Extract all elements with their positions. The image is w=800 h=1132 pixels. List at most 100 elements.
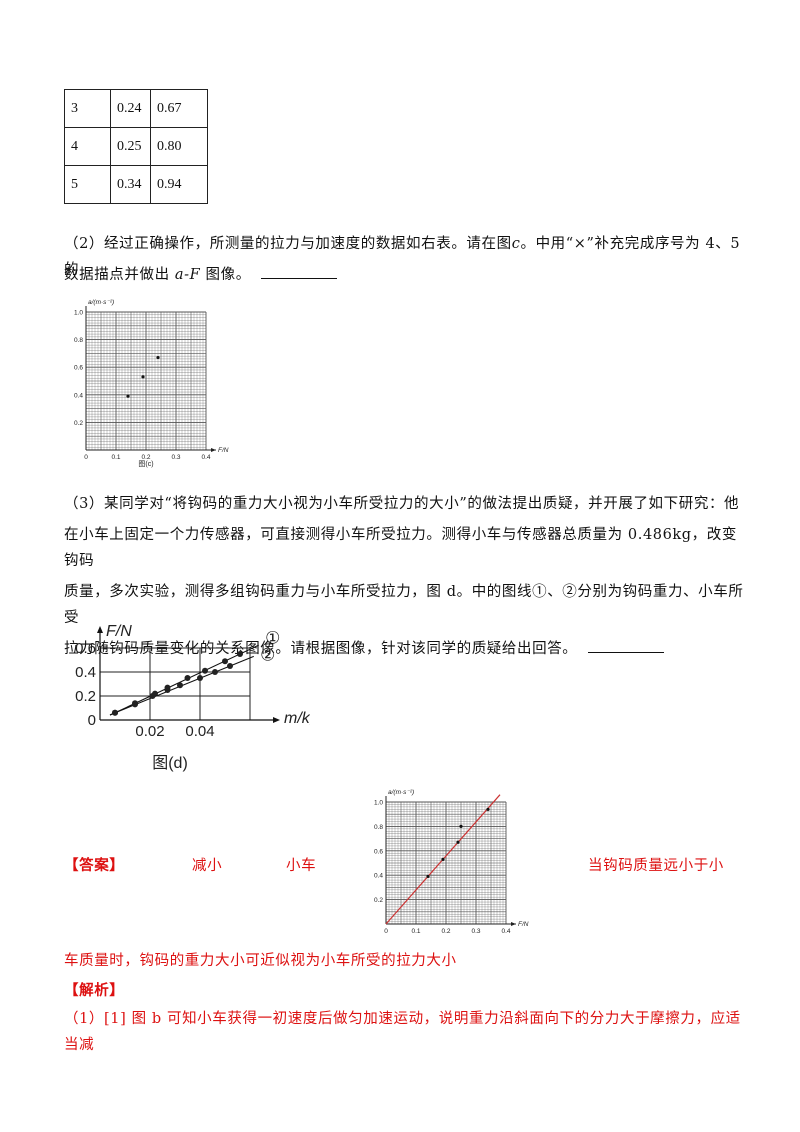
x-tick-label: 0 <box>384 928 388 935</box>
analysis-line-1: （1）[1] 图 b 可知小车获得一初速度后做匀加速运动，说明重力沿斜面向下的分… <box>64 1011 741 1053</box>
data-point <box>141 375 145 379</box>
data-point <box>132 701 138 708</box>
q2-var: a-F <box>174 267 201 283</box>
data-point <box>212 669 218 675</box>
data-point <box>112 709 118 716</box>
x-tick-label: 0 <box>84 454 88 461</box>
x-tick-label: 0.1 <box>111 454 120 461</box>
data-point <box>237 651 243 657</box>
table-row: 4 0.25 0.80 <box>64 127 208 166</box>
table-cell: 0.94 <box>150 165 208 204</box>
q3-line-4: 拉力随钩码质量变化的关系图像。请根据图像，针对该同学的质疑给出回答。 <box>64 641 578 657</box>
data-point <box>177 682 183 689</box>
data-point <box>149 693 156 699</box>
q3-line-3: 质量，多次实验，测得多组钩码重力与小车所受拉力，图 d。中的图线①、②分别为钩码… <box>64 584 744 626</box>
question-2-line-1: （2）经过正确操作，所测量的拉力与加速度的数据如右表。请在图c。中用“×”补充完… <box>64 231 744 283</box>
table-cell: 5 <box>64 165 111 204</box>
answer-blank <box>587 638 664 653</box>
x-tick-label: 0.2 <box>141 454 150 461</box>
data-point <box>164 687 171 693</box>
y-tick-label: 0.6 <box>374 848 383 855</box>
data-point <box>227 663 233 669</box>
series-label: ① <box>265 628 280 647</box>
y-tick-label: 0.8 <box>74 337 83 344</box>
y-axis-label: a/(m·s⁻²) <box>388 789 414 796</box>
table-cell: 3 <box>64 89 111 128</box>
x-axis-arrow <box>211 448 216 452</box>
x-axis-label: F/N <box>518 921 529 928</box>
y-tick-label: 0.4 <box>74 392 83 399</box>
q2-text-b: 。中用“×”补充完成序号为 4、5 的 <box>64 236 741 278</box>
x-tick-label: 0.4 <box>201 454 210 461</box>
data-point <box>126 394 130 398</box>
answer-blank <box>261 264 338 279</box>
series-label: ② <box>260 645 275 664</box>
x-axis-arrow <box>511 922 516 926</box>
q2-text-a: （2）经过正确操作，所测量的拉力与加速度的数据如右表。请在图 <box>64 236 512 252</box>
y-tick-label: 0.8 <box>374 824 383 831</box>
table-cell: 0.80 <box>150 127 208 166</box>
y-tick-label: 0.2 <box>75 688 96 705</box>
grid-lines <box>385 801 507 925</box>
figure-d-chart: 0 0.2 0.4 0.6 0.02 0.04 F/N m/kg 图(d) ①② <box>75 623 310 772</box>
data-point <box>184 675 191 681</box>
q2-text-c: 数据描点并做出 <box>64 267 170 283</box>
question-2-line-2: 数据描点并做出 a-F 图像。 <box>64 262 744 288</box>
x-tick-label: 0.1 <box>411 928 420 935</box>
table-cell: 0.34 <box>110 165 151 204</box>
question-3: （3）某同学对“将钩码的重力大小视为小车所受拉力的大小”的做法提出质疑，并开展了… <box>64 491 744 662</box>
y-tick-label: 0.2 <box>374 897 383 904</box>
grid-lines <box>85 311 207 451</box>
x-axis-label: m/kg <box>284 710 310 727</box>
x-tick-label: 0.04 <box>185 723 214 740</box>
data-point <box>456 840 460 844</box>
x-axis-arrow <box>273 717 280 723</box>
data-point <box>486 807 490 811</box>
x-tick-label: 0.02 <box>135 723 164 740</box>
data-point <box>156 355 160 360</box>
y-tick-label: 0.4 <box>374 873 383 880</box>
y-tick-label: 0.2 <box>74 420 83 427</box>
table-row: 3 0.24 0.67 <box>64 89 208 128</box>
x-tick-label: 0.3 <box>171 454 180 461</box>
figure-caption: 图(c) <box>138 460 153 468</box>
table-cell: 0.67 <box>150 89 208 128</box>
y-tick-label: 0.6 <box>74 365 83 372</box>
q3-line-1: （3）某同学对“将钩码的重力大小视为小车所受拉力的大小”的做法提出质疑，并开展了… <box>64 496 740 512</box>
x-tick-label: 0.4 <box>501 928 510 935</box>
y-tick-label: 0.6 <box>75 640 96 657</box>
table-cell: 4 <box>64 127 111 166</box>
table-cell: 0.25 <box>110 127 151 166</box>
data-point <box>441 857 445 861</box>
answer-line-2: 车质量时，钩码的重力大小可近似视为小车所受的拉力大小 <box>64 953 457 969</box>
y-axis-label: F/N <box>106 623 132 640</box>
answer-1: 减小 <box>192 858 223 874</box>
answer-chart: 0.2 0.4 0.6 0.8 1.0 0 0.1 0.2 0.3 0.4 a/(m·s⁻²) F/N <box>374 789 529 935</box>
y-axis-arrow <box>97 626 103 633</box>
data-point <box>197 675 203 681</box>
answer-2: 小车 <box>286 858 317 874</box>
x-tick-label: 0.2 <box>441 928 450 935</box>
x-axis-label: F/N <box>218 447 229 454</box>
analysis-tag: 【解析】 <box>64 982 125 999</box>
table-cell: 0.24 <box>110 89 151 128</box>
y-tick-label: 1.0 <box>74 310 83 317</box>
x-tick-label: 0.3 <box>471 928 480 935</box>
answer-3: 当钩码质量远小于小 <box>588 858 724 874</box>
y-tick-label: 1.0 <box>374 800 383 807</box>
table-row: 5 0.34 0.94 <box>64 165 208 204</box>
figure-caption: 图(d) <box>152 755 188 772</box>
q2-text-d: 图像。 <box>205 267 251 283</box>
data-point <box>222 658 228 665</box>
figure-c-chart: 0.2 0.4 0.6 0.8 1.0 0 0.1 0.2 0.3 0.4 a/(m·s⁻²) F/N… <box>74 299 229 468</box>
q3-line-2: 在小车上固定一个力传感器，可直接测得小车所受拉力。测得小车与传感器总质量为 0.… <box>64 527 737 569</box>
y-axis-label: a/(m·s⁻²) <box>88 299 114 306</box>
y-tick-label: 0.4 <box>75 664 96 681</box>
data-point <box>202 667 208 674</box>
answer-tag: 【答案】 <box>64 857 125 874</box>
y-tick-label: 0 <box>88 712 96 729</box>
data-point <box>426 874 430 879</box>
q2-fig-ref: c <box>511 236 521 252</box>
data-table: 3 0.24 0.67 4 0.25 0.80 5 0.34 0.94 <box>64 89 208 204</box>
data-point <box>459 824 463 828</box>
